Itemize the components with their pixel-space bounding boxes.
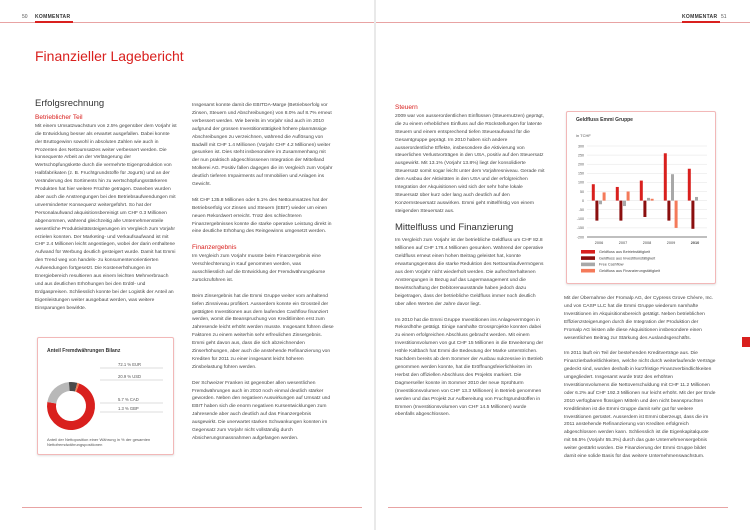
paragraph: Im Vergleich zum Vorjahr ist der betrieb… xyxy=(395,238,544,307)
right-page: KOMMENTAR 51 Steuern 2009 war von ausser… xyxy=(376,0,750,530)
paragraph: Im 2010 hat die Emmi Gruppe Investitione… xyxy=(395,317,544,418)
legend-swatch xyxy=(581,268,595,273)
legend-swatch xyxy=(581,250,595,254)
page-title: Finanzieller Lagebericht xyxy=(35,48,184,64)
donut-label: 5.7 % CAD xyxy=(118,397,139,402)
legend-label: Geldfluss aus Finanzierungstätigkeit xyxy=(599,269,661,273)
bar-geldfluss-aus-finanzierungstätigkeit xyxy=(602,192,606,201)
bar-geldfluss-aus-investitionstätigkeit xyxy=(595,200,599,221)
section-label: KOMMENTAR xyxy=(35,14,71,20)
bar-geldfluss-aus-investitionstätigkeit xyxy=(643,200,647,217)
heading-erfolgsrechnung: Erfolgsrechnung xyxy=(35,98,105,109)
paragraph: Im Vergleich zum Vorjahr musste beim Fin… xyxy=(192,254,326,283)
heading-mittelfluss: Mittelfluss und Finanzierung xyxy=(395,221,514,233)
bar-free-cashflow xyxy=(647,197,650,201)
donut-label: 72.1 % EUR xyxy=(118,362,141,367)
bar-geldfluss-aus-investitionstätigkeit xyxy=(619,200,623,221)
bar-geldfluss-aus-betriebstätigkeit xyxy=(591,184,595,201)
legend-label: Geldfluss aus Investitionstätigkeit xyxy=(599,256,656,260)
bar-geldfluss-aus-betriebstätigkeit xyxy=(639,180,643,201)
y-tick-label: 300 xyxy=(578,144,584,148)
cashflow-chart-box: Geldfluss Emmi Gruppe in TCHF 300 250 200 1… xyxy=(566,111,716,284)
donut-note: Anteil der Nettoposition einer Währung i… xyxy=(47,437,151,447)
y-tick-label: 0 xyxy=(582,199,584,203)
y-tick-label: 250 xyxy=(578,153,584,157)
y-tick-label: -50 xyxy=(579,208,584,212)
header-rule xyxy=(376,22,750,23)
page-tab-marker xyxy=(742,337,750,347)
y-tick-label: 100 xyxy=(578,181,584,185)
paragraph: Im 2011 läuft ein Teil der bestehenden K… xyxy=(564,351,716,460)
legend-label: Free Cashflow xyxy=(599,263,624,267)
bar-geldfluss-aus-betriebstätigkeit xyxy=(663,153,667,201)
cashflow-bar-chart: 300 250 200 150 100 50 0 -50 -100 -150 -200 2006 200… xyxy=(577,144,707,273)
x-tick-label: 2008 xyxy=(643,241,651,245)
y-tick-label: -200 xyxy=(577,235,584,239)
bar-free-cashflow xyxy=(695,196,698,201)
y-tick-label: 150 xyxy=(578,172,584,176)
section-underline xyxy=(682,21,720,23)
x-tick-label: 2006 xyxy=(595,241,603,245)
bar-geldfluss-aus-investitionstätigkeit xyxy=(691,200,695,229)
donut-chart-box: Anteil Fremdwährungen Bilanz 72.1 % EUR 2… xyxy=(37,337,174,455)
section-underline xyxy=(35,21,73,23)
page-number: 50 xyxy=(22,14,28,20)
paragraph: 2009 war von ausserordentlichen Einflüss… xyxy=(395,113,545,214)
bar-geldfluss-aus-investitionstätigkeit xyxy=(667,200,671,221)
donut-title: Anteil Fremdwährungen Bilanz xyxy=(47,348,121,354)
y-tick-label: -100 xyxy=(577,217,584,221)
column-1: Steuern 2009 war von ausserordentlichen … xyxy=(395,104,545,427)
footer-rule xyxy=(22,507,362,508)
paragraph: Mit CHF 135.8 Millionen oder 5.1% des Ne… xyxy=(192,197,332,235)
bar-free-cashflow xyxy=(623,200,626,207)
header-rule xyxy=(0,22,374,23)
subheading-steuern: Steuern xyxy=(395,104,418,111)
bar-geldfluss-aus-finanzierungstätigkeit xyxy=(650,198,654,201)
legend-swatch xyxy=(581,256,595,260)
subheading-finanzergebnis: Finanzergebnis xyxy=(192,244,237,252)
bar-free-cashflow xyxy=(599,200,602,205)
chart-title: Geldfluss Emmi Gruppe xyxy=(576,117,633,123)
legend-label: Geldfluss aus Betriebstätigkeit xyxy=(599,250,651,254)
donut-segment xyxy=(47,383,95,430)
section-label: KOMMENTAR xyxy=(682,14,718,20)
bar-geldfluss-aus-finanzierungstätigkeit xyxy=(674,200,678,228)
x-tick-label: 2009 xyxy=(667,241,675,245)
subheading-betrieblicher-teil: Betrieblicher Teil xyxy=(35,113,83,121)
page-number: 51 xyxy=(721,14,727,20)
bar-geldfluss-aus-betriebstätigkeit xyxy=(615,186,619,201)
donut-label: 1.3 % GBP xyxy=(118,406,139,411)
donut-segment xyxy=(74,382,80,392)
column-2: Mit der Übernahme der Fromalp AG, der Cy… xyxy=(564,295,716,469)
legend-swatch xyxy=(581,262,595,267)
x-tick-label: 2007 xyxy=(619,241,627,245)
left-page: 50 KOMMENTAR Finanzieller Lagebericht Er… xyxy=(0,0,374,530)
column-2: Insgesamt konnte damit die EBITDA-Marge … xyxy=(192,102,334,451)
donut-segment xyxy=(47,382,70,404)
bar-free-cashflow xyxy=(671,174,674,201)
paragraph: Der Schweizer Franken ist gegenüber alle… xyxy=(192,380,331,441)
x-tick-label: 2010 xyxy=(691,241,699,245)
footer-rule xyxy=(388,507,728,508)
y-tick-label: 50 xyxy=(580,190,584,194)
paragraph: Mit einem Umsatzwachstum von 2.5% gegenü… xyxy=(35,123,177,311)
donut-segment xyxy=(68,382,78,392)
paragraph: Insgesamt konnte damit die EBITDA-Marge … xyxy=(192,103,333,188)
donut-label: 20.9 % USD xyxy=(118,374,141,379)
paragraph: Mit der Übernahme der Fromalp AG, der Cy… xyxy=(564,296,714,341)
bar-geldfluss-aus-finanzierungstätigkeit xyxy=(626,191,630,201)
column-1: Erfolgsrechnung Betrieblicher Teil Mit e… xyxy=(35,98,177,320)
paragraph: Beim Zinsergebnis hat die Emmi Gruppe we… xyxy=(192,293,334,370)
y-tick-label: -150 xyxy=(577,226,584,230)
y-axis-label: in TCHF xyxy=(576,133,591,138)
donut-chart: 72.1 % EUR 20.9 % USD 5.7 % CAD 1.3 % GBP xyxy=(47,362,163,430)
y-tick-label: 200 xyxy=(578,163,584,167)
bar-geldfluss-aus-betriebstätigkeit xyxy=(687,168,691,201)
